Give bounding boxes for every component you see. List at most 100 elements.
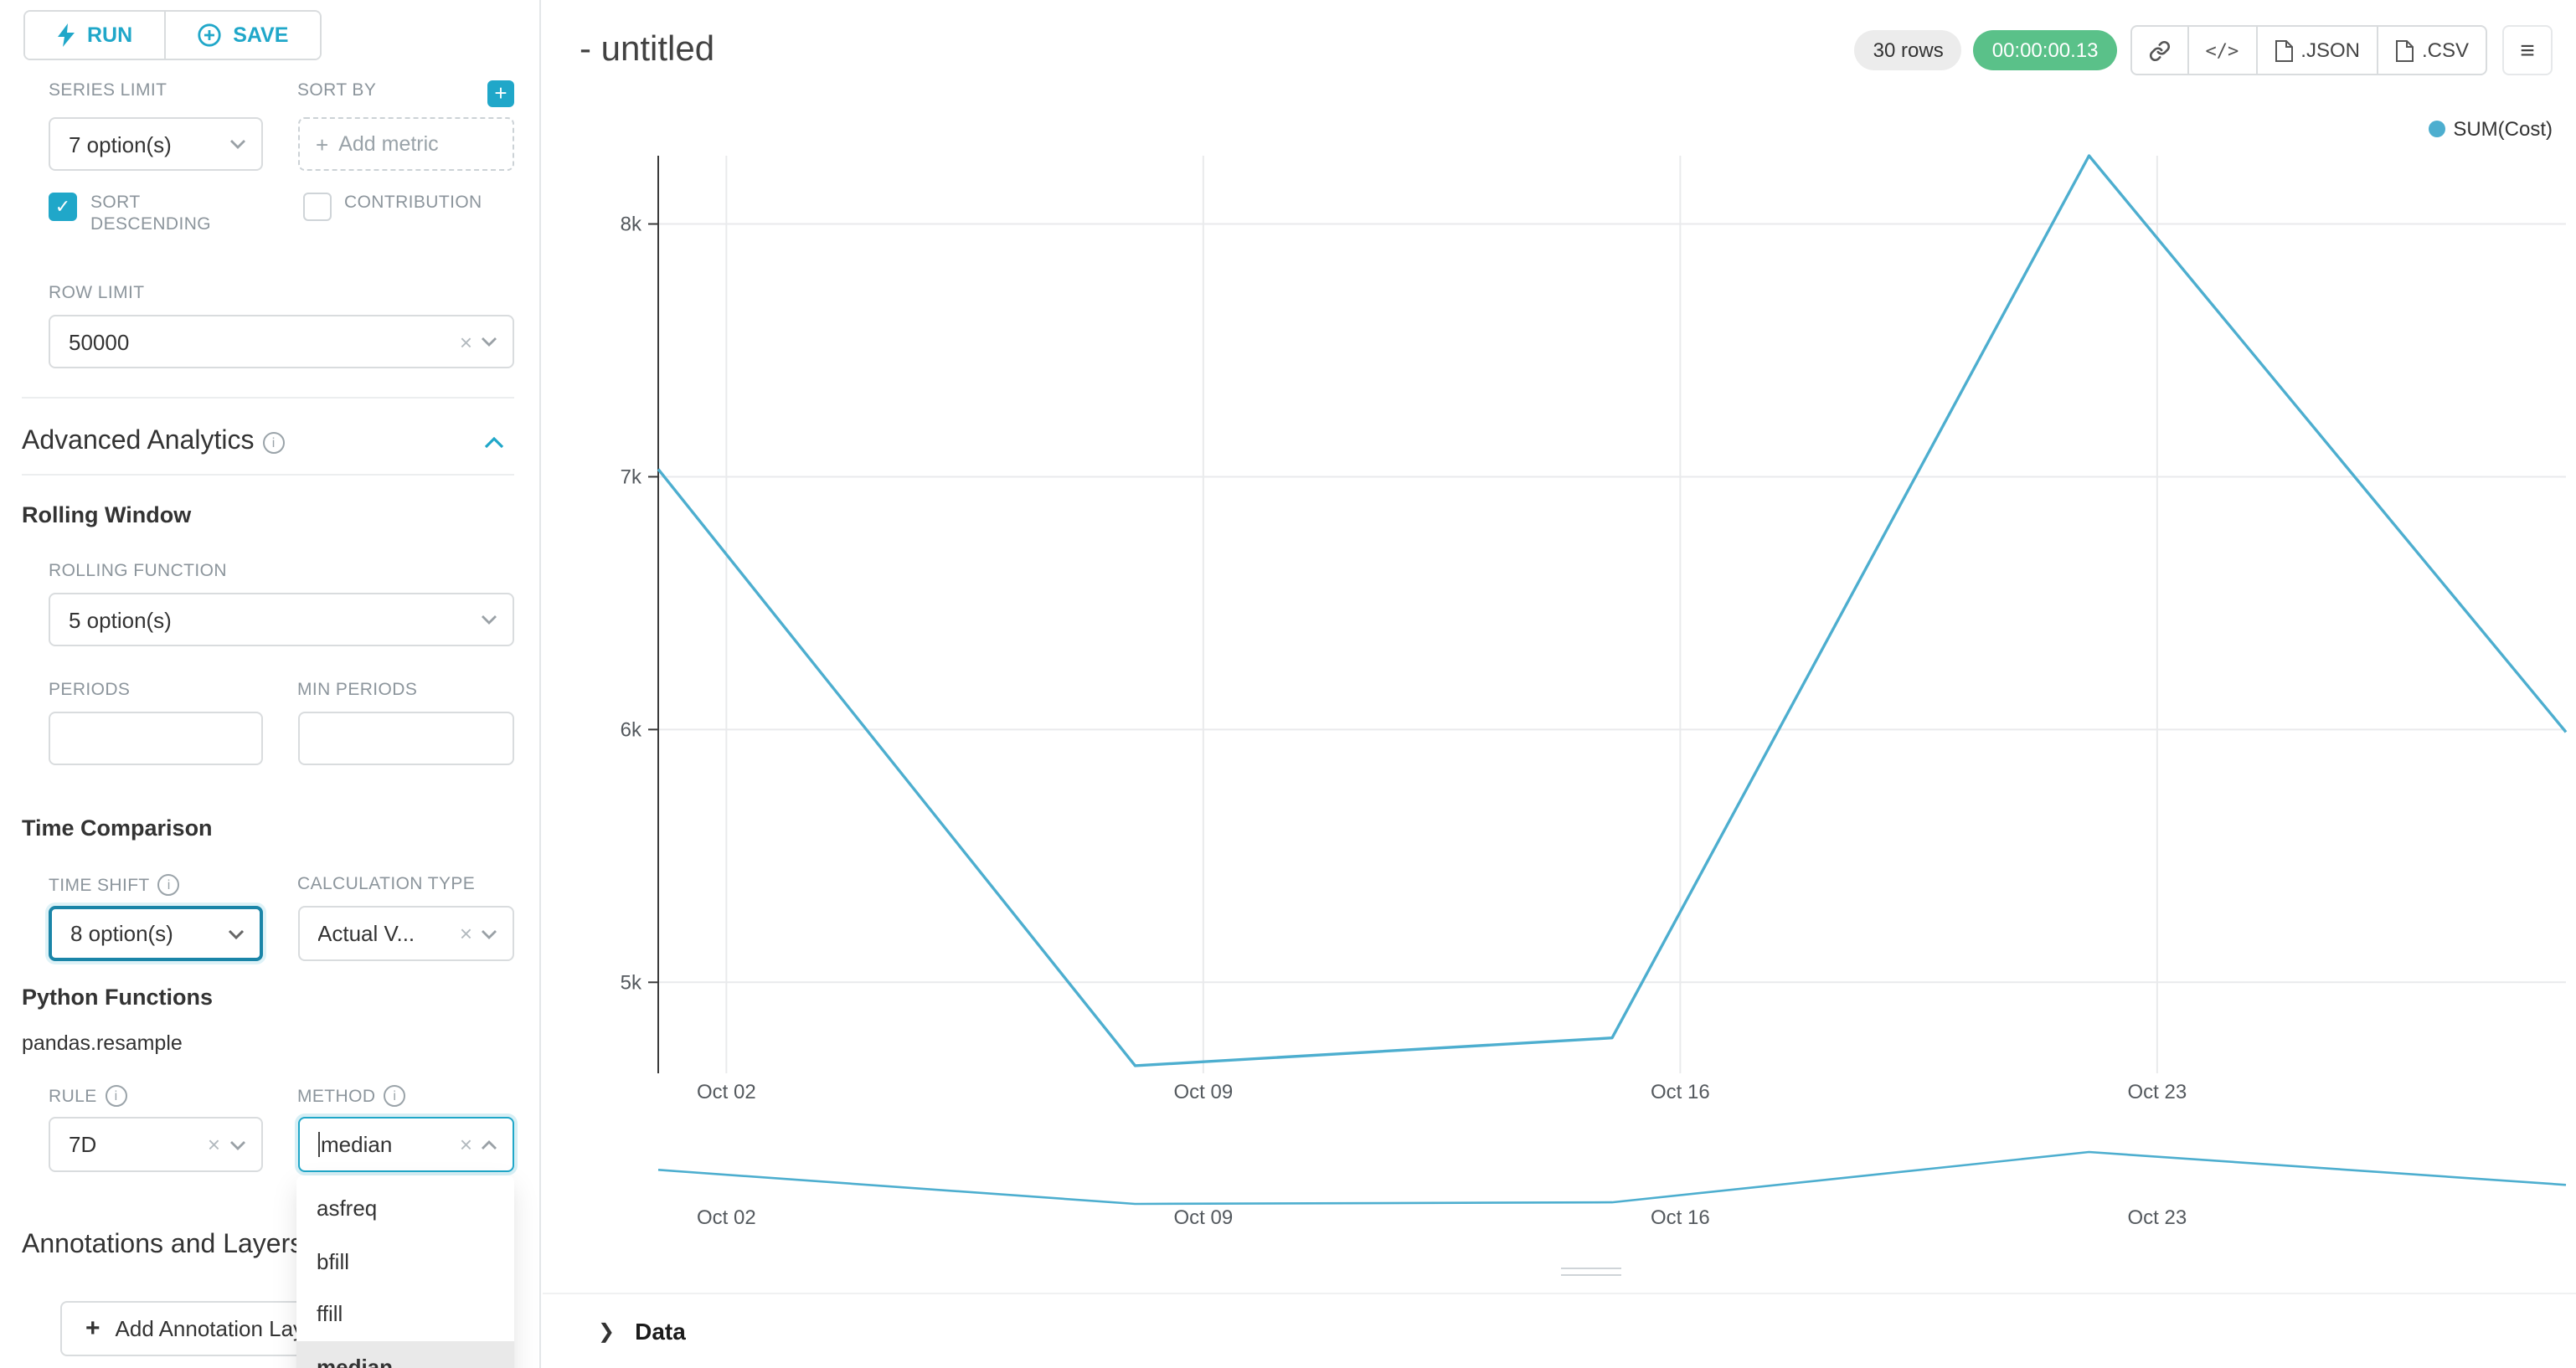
info-icon: i [105,1085,127,1107]
save-label: SAVE [233,23,289,47]
chevron-down-icon [227,928,244,939]
export-button-group: </> .JSON .CSV [2130,25,2487,75]
chevron-down-icon [229,140,245,149]
rolling-function-value: 5 option(s) [69,607,172,632]
chevron-down-icon [482,929,497,939]
clear-icon[interactable]: × [459,329,472,354]
timeseries-chart: 5k 6k 7k 8k Oct 02 Oct 02 Oct 09 Oct 09 Oct 16 Oc… [621,154,2568,1229]
export-csv-label: .CSV [2421,39,2469,62]
run-save-buttons: RUN SAVE [23,10,322,60]
time-shift-label: TIME SHIFT i [49,874,262,897]
rolling-function-select[interactable]: 5 option(s) [49,593,514,646]
add-metric-plus-button[interactable]: + [487,80,514,107]
data-panel-label: Data [635,1318,686,1345]
svg-text:Oct 16: Oct 16 [1651,1081,1710,1103]
run-button[interactable]: RUN [25,12,167,59]
plus-icon: + [316,131,329,157]
calculation-type-value: Actual V... [317,921,415,946]
calculation-type-label: CALCULATION TYPE [297,874,476,894]
save-button[interactable]: SAVE [166,12,321,59]
info-icon: i [262,431,285,453]
calculation-type-select[interactable]: Actual V... × [297,906,514,961]
svg-text:8k: 8k [621,213,642,236]
resize-handle[interactable] [1561,1268,1621,1281]
plus-icon: + [85,1314,100,1343]
method-option-asfreq[interactable]: asfreq [317,1196,378,1221]
info-icon: i [157,874,180,896]
sort-by-placeholder: Add metric [338,132,439,156]
export-json-button[interactable]: .JSON [2255,25,2378,75]
series-limit-select[interactable]: 7 option(s) [49,117,262,171]
menu-icon[interactable]: ≡ [2502,25,2553,75]
rule-value: 7D [69,1132,97,1157]
svg-text:Oct 23: Oct 23 [2128,1206,2187,1229]
contribution-label: CONTRIBUTION [344,193,482,213]
legend-label: SUM(Cost) [2453,117,2553,141]
contribution-checkbox[interactable] [302,193,331,221]
row-limit-value: 50000 [69,329,130,354]
code-icon: </> [2205,39,2239,61]
chart-header: - untitled 30 rows 00:00:00.13 </> .JSON… [543,0,2576,100]
legend-dot [2428,121,2445,137]
rule-label: RULE i [49,1085,262,1108]
control-panel: RUN SAVE SERIES LIMIT SORT BY + 7 option… [0,0,541,1368]
svg-text:Oct 02: Oct 02 [697,1206,756,1229]
data-panel-toggle[interactable]: ❯ Data [543,1294,2576,1345]
clear-icon[interactable]: × [459,1132,472,1157]
method-option-bfill[interactable]: bfill [317,1248,350,1273]
method-option-median[interactable]: median [296,1340,514,1368]
method-label: METHOD i [297,1085,514,1108]
periods-label: PERIODS [49,680,131,700]
copy-link-button[interactable] [2130,25,2189,75]
series-limit-label: SERIES LIMIT [49,80,167,100]
svg-text:Oct 23: Oct 23 [2128,1081,2187,1103]
text-caret [317,1132,319,1157]
chart-area: - untitled 30 rows 00:00:00.13 </> .JSON… [543,0,2576,1368]
svg-text:Oct 02: Oct 02 [697,1081,756,1103]
chevron-up-icon [482,1139,497,1149]
view-query-button[interactable]: </> [2187,25,2258,75]
collapse-chevron-up-icon[interactable] [484,436,504,448]
svg-text:7k: 7k [621,465,642,488]
series-limit-value: 7 option(s) [69,131,172,157]
time-shift-select[interactable]: 8 option(s) [49,906,263,961]
chevron-down-icon [482,615,497,625]
query-timer-badge: 00:00:00.13 [1973,30,2117,70]
rule-select[interactable]: 7D × [49,1117,262,1172]
row-limit-label: ROW LIMIT [49,283,145,303]
chevron-right-icon: ❯ [598,1319,616,1343]
time-comparison-title: Time Comparison [22,815,213,841]
export-csv-button[interactable]: .CSV [2376,25,2487,75]
chevron-down-icon [482,337,497,347]
advanced-analytics-title: Advanced Analytics [22,427,255,455]
file-icon [2395,39,2414,61]
rolling-function-label: ROLLING FUNCTION [49,561,227,581]
method-input[interactable]: median [321,1132,393,1157]
time-shift-value: 8 option(s) [70,921,173,946]
row-count-badge: 30 rows [1854,30,1962,70]
method-select[interactable]: median × [297,1117,514,1172]
sort-descending-checkbox[interactable]: ✓ [49,193,77,221]
method-option-ffill[interactable]: ffill [317,1301,343,1326]
chevron-down-icon [229,1140,245,1149]
chart-title: - untitled [580,30,715,69]
pandas-resample-label: pandas.resample [22,1031,183,1055]
bolt-icon [58,23,75,47]
clear-icon[interactable]: × [459,921,472,946]
sort-descending-label: SORT DESCENDING [90,193,212,234]
file-icon [2275,39,2293,61]
clear-icon[interactable]: × [207,1132,220,1157]
annotations-title: Annotations and Layers [22,1231,304,1259]
svg-text:Oct 09: Oct 09 [1174,1206,1234,1229]
legend-item[interactable]: SUM(Cost) [2428,117,2553,141]
min-periods-input[interactable] [297,712,514,765]
svg-text:Oct 09: Oct 09 [1174,1081,1234,1103]
periods-input[interactable] [49,712,262,765]
sort-by-add-metric[interactable]: + Add metric [297,117,514,171]
min-periods-label: MIN PERIODS [297,680,418,700]
rolling-window-title: Rolling Window [22,502,192,527]
svg-text:5k: 5k [621,971,642,994]
row-limit-select[interactable]: 50000 × [49,315,514,368]
run-label: RUN [87,23,133,47]
